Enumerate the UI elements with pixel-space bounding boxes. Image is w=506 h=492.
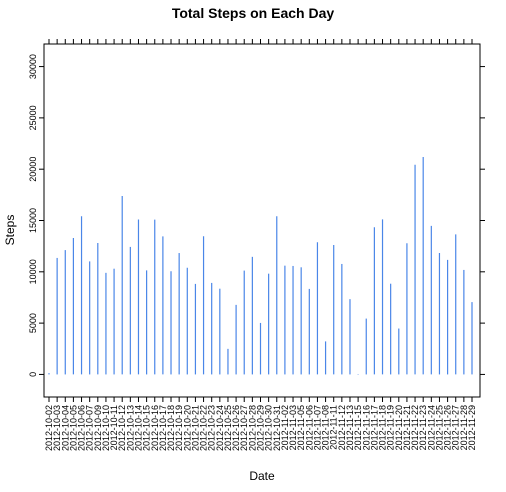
x-tick-label: 2012-10-04 bbox=[60, 405, 70, 451]
x-tick-label: 2012-10-05 bbox=[68, 405, 78, 451]
x-tick-label: 2012-10-29 bbox=[256, 405, 266, 451]
x-axis-label: Date bbox=[249, 469, 275, 483]
x-tick-label: 2012-11-28 bbox=[459, 405, 469, 450]
x-tick-label: 2012-10-24 bbox=[215, 405, 225, 451]
x-tick-label: 2012-10-15 bbox=[142, 405, 152, 451]
x-tick-label: 2012-10-19 bbox=[174, 405, 184, 451]
y-tick-label: 0 bbox=[28, 372, 38, 377]
x-tick-label: 2012-11-08 bbox=[321, 405, 331, 450]
x-tick-label: 2012-10-06 bbox=[77, 405, 87, 451]
x-tick-label: 2012-11-03 bbox=[288, 405, 298, 450]
y-tick-label: 5000 bbox=[28, 313, 38, 333]
x-tick-label: 2012-10-13 bbox=[125, 405, 135, 451]
x-tick-label: 2012-10-16 bbox=[150, 405, 160, 451]
x-tick-label: 2012-11-25 bbox=[434, 405, 444, 450]
y-tick-label: 30000 bbox=[28, 54, 38, 79]
bar-series bbox=[48, 156, 473, 375]
x-tick-label: 2012-10-20 bbox=[182, 405, 192, 451]
x-tick-label: 2012-11-26 bbox=[443, 405, 453, 450]
x-tick-label: 2012-11-13 bbox=[345, 405, 355, 450]
x-tick-label: 2012-11-24 bbox=[426, 405, 436, 450]
x-tick-label: 2012-11-12 bbox=[337, 405, 347, 450]
x-tick-label: 2012-10-02 bbox=[44, 405, 54, 451]
x-tick-label: 2012-10-18 bbox=[166, 405, 176, 451]
x-tick-label: 2012-10-11 bbox=[109, 405, 119, 450]
y-tick-label: 10000 bbox=[28, 259, 38, 284]
x-tick-label: 2012-10-23 bbox=[207, 405, 217, 451]
x-tick-label: 2012-11-15 bbox=[353, 405, 363, 450]
x-tick-label: 2012-11-27 bbox=[451, 405, 461, 450]
y-axis: 0 5000 10000 15000 20000 25000 30000 bbox=[28, 54, 485, 377]
x-tick-label: 2012-10-03 bbox=[52, 405, 62, 451]
x-tick-label: 2012-10-21 bbox=[190, 405, 200, 451]
y-tick-label: 15000 bbox=[28, 208, 38, 233]
x-tick-label: 2012-11-29 bbox=[467, 405, 477, 450]
x-tick-label: 2012-10-14 bbox=[133, 405, 143, 451]
y-tick-label: 20000 bbox=[28, 157, 38, 182]
x-tick-label: 2012-11-16 bbox=[361, 405, 371, 450]
x-tick-label: 2012-11-05 bbox=[296, 405, 306, 450]
x-tick-label: 2012-10-17 bbox=[158, 405, 168, 451]
x-tick-label: 2012-11-23 bbox=[418, 405, 428, 450]
x-tick-label: 2012-11-17 bbox=[369, 405, 379, 450]
x-tick-label: 2012-10-28 bbox=[247, 405, 257, 451]
x-tick-label: 2012-10-07 bbox=[85, 405, 95, 451]
x-tick-label: 2012-10-30 bbox=[264, 405, 274, 451]
x-tick-label: 2012-10-10 bbox=[101, 405, 111, 451]
x-tick-label: 2012-10-26 bbox=[231, 405, 241, 451]
x-tick-label: 2012-11-20 bbox=[394, 405, 404, 450]
x-tick-label: 2012-11-02 bbox=[280, 405, 290, 450]
x-tick-label: 2012-10-09 bbox=[93, 405, 103, 451]
x-tick-label: 2012-10-27 bbox=[239, 405, 249, 451]
x-tick-label: 2012-11-22 bbox=[410, 405, 420, 450]
x-axis: 2012-10-022012-10-032012-10-042012-10-05… bbox=[44, 39, 477, 451]
x-tick-label: 2012-11-11 bbox=[329, 405, 339, 450]
x-tick-label: 2012-10-25 bbox=[223, 405, 233, 451]
x-tick-label: 2012-11-07 bbox=[312, 405, 322, 450]
y-axis-label: Steps bbox=[3, 215, 17, 246]
x-tick-label: 2012-10-22 bbox=[199, 405, 209, 451]
x-tick-label: 2012-10-31 bbox=[272, 405, 282, 451]
x-tick-label: 2012-11-19 bbox=[386, 405, 396, 450]
chart-title: Total Steps on Each Day bbox=[172, 5, 335, 21]
x-tick-label: 2012-11-06 bbox=[304, 405, 314, 450]
x-tick-label: 2012-10-12 bbox=[117, 405, 127, 451]
x-tick-label: 2012-11-21 bbox=[402, 405, 412, 450]
x-tick-label: 2012-11-18 bbox=[378, 405, 388, 450]
y-tick-label: 25000 bbox=[28, 105, 38, 130]
